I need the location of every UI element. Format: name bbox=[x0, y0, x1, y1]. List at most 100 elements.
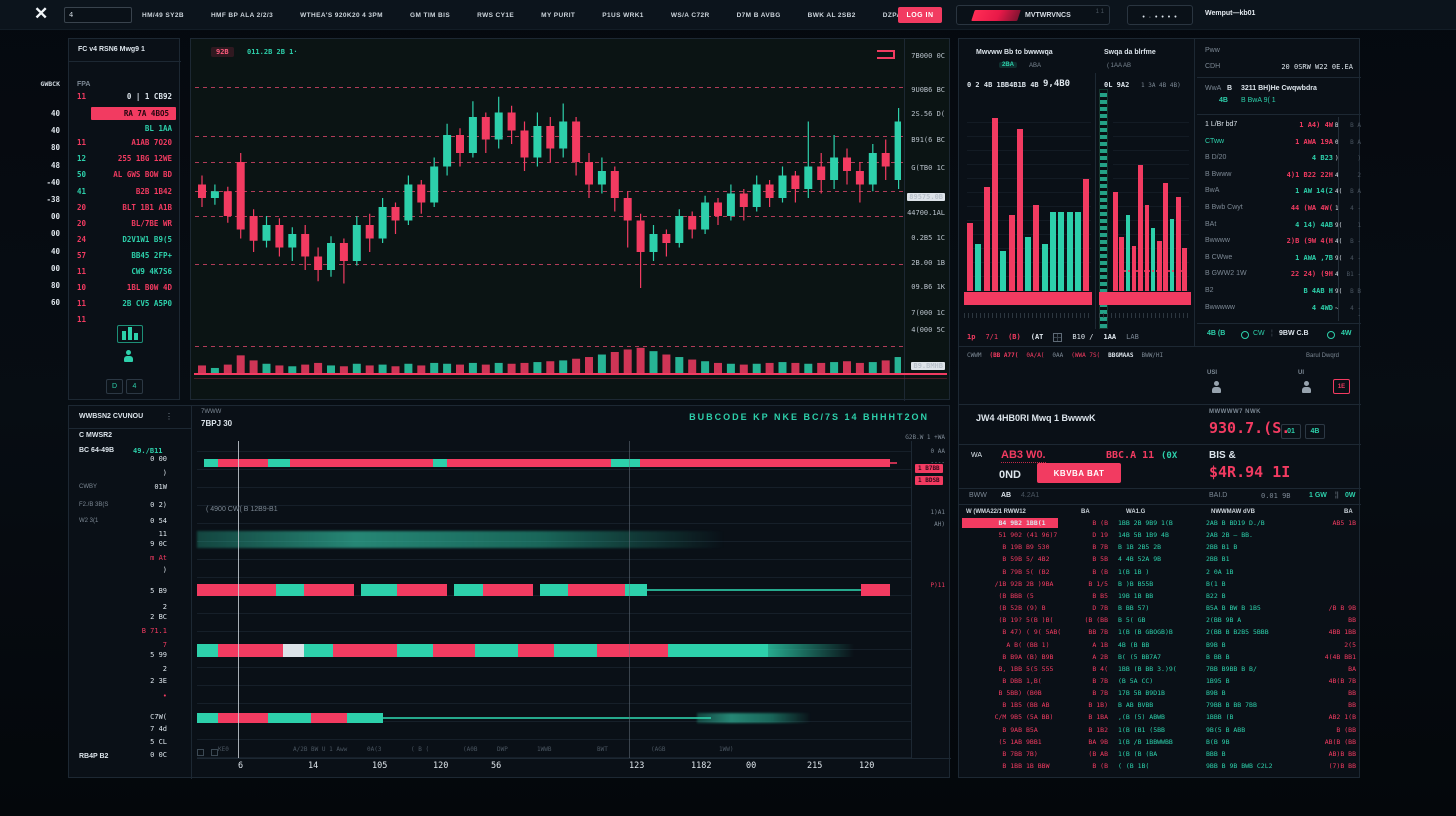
quote-row[interactable]: B Bwb Cwyt 44 (WA 4W(1 4 - bbox=[1197, 204, 1361, 218]
positions-row[interactable]: A B((BB 1) A 1B 4B (B BB B9B B 2(5 bbox=[960, 640, 1358, 652]
settings-icon[interactable] bbox=[1327, 331, 1335, 339]
mini-bar-chart-a[interactable] bbox=[967, 111, 1091, 291]
positions-row[interactable]: (B 52B (9) B D 7B B BB 57) B5A B BW B 1B5/B … bbox=[960, 603, 1358, 615]
watchlist-row[interactable]: 11 2B CV5 A5P0 bbox=[69, 299, 179, 312]
account-user-icon-2[interactable] bbox=[1301, 381, 1312, 394]
watchlist-row[interactable]: 57 BB45 2FP+ bbox=[69, 251, 179, 264]
positions-row[interactable]: (B 19? 5(B )B((B (BB B 5( GB 2(BB 9B A BB bbox=[960, 615, 1358, 627]
watchlist-button-1[interactable]: D bbox=[106, 379, 123, 394]
time-axis-tick[interactable]: 120 bbox=[859, 761, 875, 771]
order-footer-7[interactable]: 0W bbox=[1345, 492, 1356, 499]
toolbar-item[interactable]: 1p bbox=[967, 333, 976, 341]
watchlist-row[interactable]: 12 255 1BG 12WE bbox=[69, 154, 179, 167]
toolbar-item[interactable]: (B) bbox=[1008, 333, 1021, 341]
positions-row[interactable]: B 5BB) (B0B B 7B 17B 5B B9D1B B9B B BB bbox=[960, 688, 1358, 700]
time-axis-tick[interactable]: 215 bbox=[807, 761, 823, 771]
positions-row[interactable]: 51 902 (41 96)7 D 19 14B 5B 1B9 4B 2AB 2B — … bbox=[960, 530, 1358, 542]
quote-footer-a[interactable]: 4B (B bbox=[1207, 330, 1226, 337]
quote-row[interactable]: B D/20 4 B23)) bbox=[1197, 154, 1361, 168]
watchlist-button-2[interactable]: 4 bbox=[126, 379, 143, 394]
order-submit-button[interactable]: KBVBA BAT bbox=[1037, 463, 1121, 483]
positions-row[interactable]: B 9AB B5A B 1B2 1(B (B1 (5BB 9B(5 B ABB B (BB bbox=[960, 725, 1358, 737]
watchlist-row[interactable]: 50 AL GWS BOW BD bbox=[69, 170, 179, 183]
mini-panel-a-chip[interactable]: 2BA bbox=[999, 62, 1018, 68]
positions-row[interactable]: B4 9B2 1BB(1 B (B 1BB 2B 9B9 1(B 2AB B BD19 … bbox=[960, 518, 1358, 530]
time-axis-tick[interactable]: 6 bbox=[238, 761, 244, 771]
nav-item[interactable]: GM TIM BIS bbox=[409, 11, 451, 19]
quote-footer-d[interactable]: 4W bbox=[1341, 330, 1352, 337]
refresh-icon[interactable] bbox=[1241, 331, 1249, 339]
watchlist-row[interactable]: 11 A1AB 7O20 bbox=[69, 138, 179, 151]
nav-item[interactable]: HMF BP ALA 2/2/3 bbox=[210, 11, 274, 19]
watchlist-row[interactable]: 10 1BL B0W 4D bbox=[69, 283, 179, 296]
watchlist-row[interactable]: 41 B2B 1B42 bbox=[69, 187, 179, 200]
nav-item[interactable]: WS/A C72R bbox=[670, 11, 710, 19]
quote-footer-c[interactable]: 9BW C.B bbox=[1279, 330, 1309, 337]
time-axis-tick[interactable]: 14 bbox=[308, 761, 319, 771]
watchlist-row[interactable]: 20 BLT 1B1 A1B bbox=[69, 203, 179, 216]
watchlist-row[interactable]: 24 D2V1W1 B9(5 bbox=[69, 235, 179, 248]
mini-bar-chart-b[interactable] bbox=[1113, 111, 1189, 291]
calendar-grid-icon[interactable] bbox=[1053, 332, 1063, 342]
nav-item[interactable]: HM/49 SY2B bbox=[142, 11, 184, 19]
toolbar-item[interactable]: LAB bbox=[1126, 333, 1139, 341]
nav-item[interactable]: BWK AL 2SB2 bbox=[807, 11, 856, 19]
order-footer-2[interactable]: AB bbox=[1001, 492, 1012, 499]
quote-row[interactable]: B2B 4AB H9(B B bbox=[1197, 287, 1361, 301]
account-chip[interactable]: 1E bbox=[1333, 379, 1350, 394]
positions-header-4[interactable]: NWWMAW dVB bbox=[1211, 509, 1255, 515]
quote-row[interactable]: B GWW2 1W 22 24) (9H 4 B1 - bbox=[1197, 270, 1361, 284]
quote-footer-b[interactable]: CW bbox=[1253, 330, 1265, 337]
time-axis-tick[interactable]: 105 bbox=[372, 761, 388, 771]
positions-row[interactable]: /1B 92B 2B )9BA B 1/5 B )B B55B B(1 B bbox=[960, 579, 1358, 591]
maximize-icon[interactable] bbox=[877, 50, 895, 59]
positions-row[interactable]: C/M 9B5 (5A BB) B 1BA ,(B (5) ABWB 1BBB (B AB… bbox=[960, 712, 1358, 724]
quote-row[interactable]: B Bwww 4)1 B22 22H 4 2 bbox=[1197, 171, 1361, 185]
account-user-icon-1[interactable] bbox=[1211, 381, 1222, 394]
time-axis-tick[interactable]: 56 bbox=[491, 761, 502, 771]
time-axis-tick[interactable]: 00 bbox=[746, 761, 757, 771]
watchlist-row[interactable]: 11 0 | 1 CB92 bbox=[69, 92, 179, 105]
candlestick-chart[interactable] bbox=[194, 73, 901, 375]
time-axis-tick[interactable]: 123 bbox=[629, 761, 645, 771]
positions-row[interactable]: B 1B5 (BB AB B 1B) B AB BVBB 79BB B BB 7BB BB bbox=[960, 700, 1358, 712]
positions-row[interactable]: B 59B 5/ 4B2 B 5B 4 4B 52A 9B 2BB B1 bbox=[960, 554, 1358, 566]
watchlist-row[interactable]: 20 BL/7BE WR bbox=[69, 219, 179, 232]
positions-row[interactable]: B 1BB 1B BBW B (B ( (B 1B(9BB B 9B BWB C2L2… bbox=[960, 761, 1358, 773]
positions-row[interactable]: B 19B B9 530 B 7B B 1B 2B5 2B 2BB B1 B bbox=[960, 542, 1358, 554]
alert-badge[interactable]: 1 BDSB bbox=[915, 476, 943, 485]
positions-row[interactable]: B 7BB 7B) (B AB 1(B (B (BA BBB B AB)B BB bbox=[960, 749, 1358, 761]
depth-checkbox-2[interactable] bbox=[211, 749, 218, 756]
toolbar-item[interactable]: B10 / bbox=[1072, 333, 1094, 341]
watchlist-row[interactable]: 11 CW9 4K7S6 bbox=[69, 267, 179, 280]
positions-row[interactable]: (B BBB (5 B B5 19B 1B BB B22 B bbox=[960, 591, 1358, 603]
price-chart-panel[interactable]: 92B 011.2B 2B 1· 7B000 0C 9U0B6 BC 2S.56 D… bbox=[190, 38, 950, 401]
toolbar-item[interactable]: 7/1 bbox=[985, 333, 999, 341]
pin-field[interactable]: • · • • • • bbox=[1127, 5, 1193, 25]
alert-badge[interactable]: 1 B7BB bbox=[915, 464, 943, 473]
depth-checkbox-1[interactable] bbox=[197, 749, 204, 756]
positions-header-5[interactable]: BA bbox=[1344, 509, 1353, 515]
user-icon[interactable] bbox=[123, 350, 134, 363]
nav-item[interactable]: RWS CY1E bbox=[477, 11, 515, 19]
positions-row[interactable]: B 47) ( 9( 5AB(BB 7B 1(B (B GBOGB)B 2(BB B … bbox=[960, 627, 1358, 639]
order-checkbox-label[interactable]: WA bbox=[971, 452, 983, 459]
kebab-menu-icon[interactable]: ⋮ bbox=[165, 412, 173, 421]
nav-item[interactable]: P1US WRK1 bbox=[602, 11, 644, 19]
nav-item[interactable]: WTHEA'S 920K20 4 3PM bbox=[300, 11, 383, 19]
watchlist-row[interactable]: 11 bbox=[69, 315, 179, 328]
quote-row[interactable]: Bwwwww 4 4WD ~4 - - bbox=[1197, 304, 1361, 319]
depth-plot[interactable] bbox=[197, 441, 911, 758]
positions-row[interactable]: B 79B 5( (B2 B (B 1(B 1B ) 2 0A 1B bbox=[960, 567, 1358, 579]
toolbar-item[interactable]: 1AA bbox=[1103, 333, 1117, 341]
nav-item[interactable]: D7M B AVBG bbox=[736, 11, 781, 19]
search-input[interactable] bbox=[64, 7, 132, 23]
watchlist-row[interactable]: RA 7A 4BO5 bbox=[69, 107, 179, 122]
login-button[interactable]: LOG IN bbox=[898, 7, 942, 23]
time-axis-tick[interactable]: 1182 bbox=[691, 761, 712, 771]
order-chip-1[interactable]: 01 bbox=[1281, 424, 1301, 439]
